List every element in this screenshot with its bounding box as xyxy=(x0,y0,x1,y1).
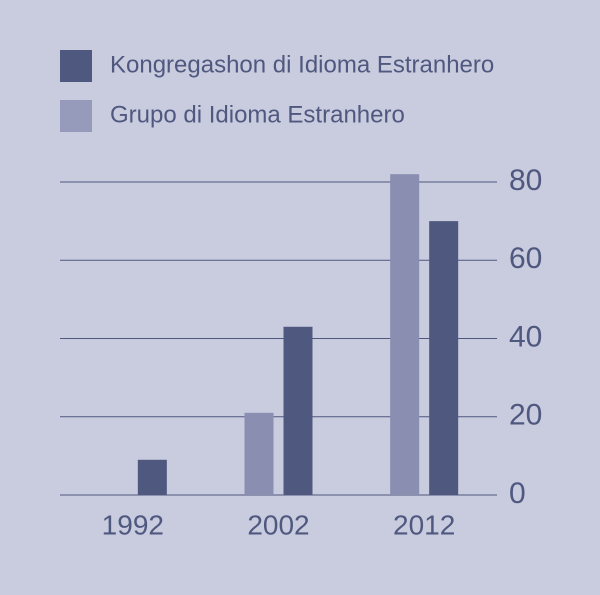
bar xyxy=(429,221,459,495)
y-tick-label: 40 xyxy=(509,320,542,353)
y-tick-label: 0 xyxy=(509,477,526,510)
bar xyxy=(137,459,167,495)
legend-label: Grupo di Idioma Estranhero xyxy=(110,101,405,128)
bar xyxy=(244,412,274,495)
x-tick-label: 2012 xyxy=(393,509,455,540)
y-tick-label: 60 xyxy=(509,242,542,275)
legend-swatch xyxy=(60,100,92,132)
y-tick-label: 20 xyxy=(509,399,542,432)
legend-swatch xyxy=(60,50,92,82)
bar xyxy=(283,326,313,495)
bar xyxy=(390,174,420,496)
x-tick-label: 2002 xyxy=(247,509,309,540)
legend-label: Kongregashon di Idioma Estranhero xyxy=(110,51,494,78)
y-tick-label: 80 xyxy=(509,164,542,197)
x-tick-label: 1992 xyxy=(102,509,164,540)
